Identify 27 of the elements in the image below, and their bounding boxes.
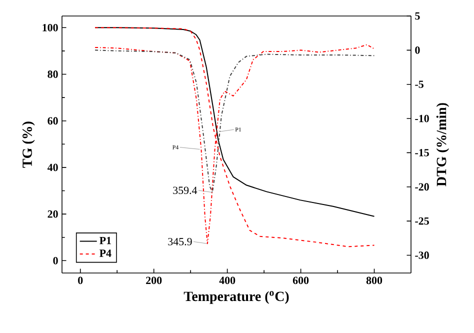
x-tick-label: 400: [219, 276, 236, 284]
line-series: [94, 50, 375, 193]
x-tick-label: 600: [292, 276, 309, 284]
annotation: 345.9: [168, 238, 192, 246]
annotation: 359.4: [173, 186, 198, 194]
y2-tick-label: -30: [415, 252, 429, 259]
x-tick-label: 0: [78, 276, 83, 284]
x-tick-label: 800: [366, 276, 382, 284]
y-tick-label: 80: [48, 70, 58, 78]
y-tick-label: 20: [48, 210, 58, 218]
x-axis-title: Temperature ($^{o}$C): [184, 291, 289, 304]
x-tick-label: 200: [146, 276, 162, 284]
y2-tick-label: 0: [415, 46, 420, 54]
y2-tick-label: -10: [415, 114, 429, 122]
y2-tick-label: -25: [415, 217, 429, 225]
y-tick-label: 40: [47, 164, 58, 172]
y-tick-label: 100: [42, 24, 58, 32]
y-tick-label: 60: [48, 117, 58, 125]
y2-tick-label: -20: [415, 183, 429, 191]
y-axis-title: TG (%): [22, 122, 35, 168]
y2-tick-label: 5: [415, 12, 420, 20]
legend-label: P4: [100, 250, 112, 257]
y2-tick-label: -5: [415, 80, 424, 88]
legend-label: P1: [100, 236, 111, 244]
y2-axis-title: DTG (%/min): [436, 103, 450, 186]
y2-tick-label: -15: [415, 149, 429, 156]
y-tick-label: 0: [53, 256, 58, 264]
